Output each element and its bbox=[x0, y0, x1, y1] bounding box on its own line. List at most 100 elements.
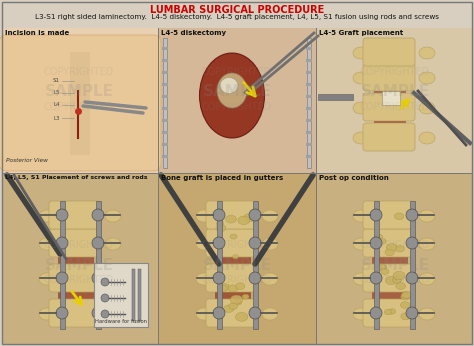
Bar bbox=[162, 59, 168, 62]
Ellipse shape bbox=[419, 72, 435, 84]
Bar bbox=[2, 28, 158, 173]
Bar bbox=[306, 71, 312, 74]
Text: Posterior View: Posterior View bbox=[6, 158, 48, 163]
Ellipse shape bbox=[381, 268, 389, 274]
Text: COPYRIGHTED: COPYRIGHTED bbox=[202, 67, 272, 77]
Bar bbox=[163, 38, 167, 168]
Bar bbox=[306, 47, 312, 50]
Circle shape bbox=[370, 272, 382, 284]
Circle shape bbox=[213, 272, 225, 284]
Bar bbox=[60, 201, 65, 329]
Ellipse shape bbox=[219, 285, 228, 291]
Bar bbox=[217, 201, 222, 329]
Ellipse shape bbox=[353, 210, 369, 222]
Text: SAMPLE: SAMPLE bbox=[45, 257, 113, 273]
Ellipse shape bbox=[401, 291, 411, 298]
Ellipse shape bbox=[419, 132, 435, 144]
Circle shape bbox=[370, 237, 382, 249]
FancyBboxPatch shape bbox=[49, 299, 101, 327]
Circle shape bbox=[56, 272, 68, 284]
Text: COPYRIGHTED: COPYRIGHTED bbox=[360, 240, 430, 250]
Circle shape bbox=[92, 209, 104, 221]
Ellipse shape bbox=[377, 238, 386, 244]
Circle shape bbox=[213, 307, 225, 319]
Ellipse shape bbox=[230, 234, 237, 239]
Ellipse shape bbox=[217, 221, 224, 226]
Ellipse shape bbox=[216, 225, 226, 231]
Circle shape bbox=[213, 237, 225, 249]
Text: COPYRIGHTED: COPYRIGHTED bbox=[202, 275, 272, 285]
Circle shape bbox=[249, 237, 261, 249]
Bar bbox=[306, 131, 312, 134]
Bar bbox=[306, 59, 312, 62]
Text: S1: S1 bbox=[53, 79, 60, 83]
Bar bbox=[318, 94, 353, 100]
Ellipse shape bbox=[394, 213, 404, 220]
Circle shape bbox=[406, 307, 418, 319]
Ellipse shape bbox=[353, 308, 369, 320]
Ellipse shape bbox=[236, 299, 241, 303]
FancyBboxPatch shape bbox=[94, 263, 148, 327]
Text: SAMPLE: SAMPLE bbox=[202, 84, 272, 100]
Text: SAMPLE: SAMPLE bbox=[45, 84, 113, 100]
Text: Incision is made: Incision is made bbox=[5, 30, 69, 36]
Bar bbox=[307, 38, 311, 168]
Ellipse shape bbox=[396, 283, 405, 290]
Circle shape bbox=[370, 307, 382, 319]
Ellipse shape bbox=[220, 78, 238, 93]
Text: L3-S1 right sided laminectomy.  L4-5 diskectomy.  L4-5 graft placement, L4, L5, : L3-S1 right sided laminectomy. L4-5 disk… bbox=[35, 14, 439, 20]
Ellipse shape bbox=[401, 293, 410, 300]
Bar bbox=[162, 95, 168, 98]
Ellipse shape bbox=[378, 265, 387, 271]
Bar bbox=[306, 95, 312, 98]
Text: L4-5 diskectomy: L4-5 diskectomy bbox=[161, 30, 226, 36]
Ellipse shape bbox=[385, 276, 397, 285]
Bar bbox=[372, 204, 408, 324]
Text: COPYRIGHTED: COPYRIGHTED bbox=[44, 240, 114, 250]
Text: COPYRIGHTED: COPYRIGHTED bbox=[202, 102, 272, 112]
Ellipse shape bbox=[419, 273, 435, 285]
Bar bbox=[410, 201, 415, 329]
Ellipse shape bbox=[236, 312, 248, 321]
Circle shape bbox=[92, 272, 104, 284]
Text: SAMPLE: SAMPLE bbox=[202, 257, 272, 273]
Ellipse shape bbox=[196, 238, 212, 250]
Ellipse shape bbox=[419, 47, 435, 59]
Bar bbox=[215, 204, 251, 324]
Text: COPYRIGHTED: COPYRIGHTED bbox=[202, 240, 272, 250]
Text: Post op condition: Post op condition bbox=[319, 175, 389, 181]
Ellipse shape bbox=[39, 308, 55, 320]
Ellipse shape bbox=[419, 102, 435, 114]
Text: LUMBAR SURGICAL PROCEDURE: LUMBAR SURGICAL PROCEDURE bbox=[150, 5, 324, 15]
Ellipse shape bbox=[226, 215, 237, 223]
Ellipse shape bbox=[419, 308, 435, 320]
FancyBboxPatch shape bbox=[363, 229, 415, 257]
Ellipse shape bbox=[105, 210, 121, 222]
Ellipse shape bbox=[200, 53, 264, 138]
Bar bbox=[162, 71, 168, 74]
Text: COPYRIGHTED: COPYRIGHTED bbox=[44, 102, 114, 112]
Ellipse shape bbox=[39, 273, 55, 285]
Ellipse shape bbox=[196, 308, 212, 320]
FancyBboxPatch shape bbox=[363, 264, 415, 292]
Text: SAMPLE: SAMPLE bbox=[361, 84, 429, 100]
Bar bbox=[162, 155, 168, 158]
Bar bbox=[306, 107, 312, 110]
Text: L4-5 Graft placement: L4-5 Graft placement bbox=[319, 30, 403, 36]
Ellipse shape bbox=[419, 210, 435, 222]
FancyBboxPatch shape bbox=[49, 201, 101, 229]
Bar bbox=[2, 173, 158, 344]
Text: L4: L4 bbox=[54, 102, 60, 108]
FancyBboxPatch shape bbox=[363, 38, 415, 66]
Bar bbox=[253, 201, 258, 329]
Ellipse shape bbox=[232, 255, 238, 259]
Text: COPYRIGHTED: COPYRIGHTED bbox=[44, 67, 114, 77]
Circle shape bbox=[406, 272, 418, 284]
Text: COPYRIGHTED: COPYRIGHTED bbox=[360, 67, 430, 77]
Bar bbox=[162, 107, 168, 110]
Bar bbox=[162, 83, 168, 86]
Ellipse shape bbox=[374, 234, 383, 240]
Ellipse shape bbox=[217, 73, 247, 108]
Ellipse shape bbox=[388, 309, 396, 314]
Ellipse shape bbox=[262, 273, 278, 285]
